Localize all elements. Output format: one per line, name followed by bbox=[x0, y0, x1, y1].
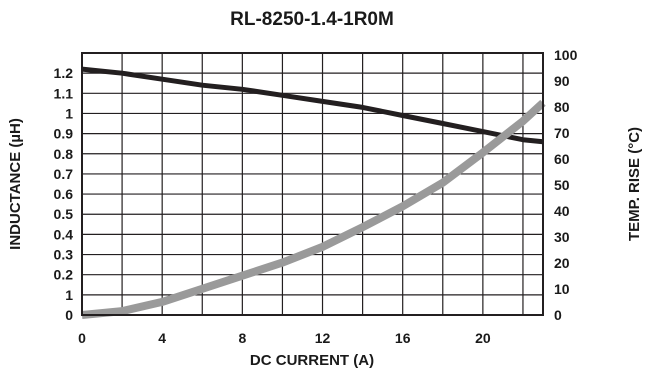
left-tick-label: 1 bbox=[65, 105, 73, 121]
inductance-series-line bbox=[81, 66, 544, 145]
right-tick-label: 20 bbox=[554, 255, 570, 271]
right-axis-label: TEMP. RISE (°C) bbox=[626, 127, 643, 241]
left-tick-label: 0.8 bbox=[54, 146, 74, 162]
x-tick-label: 0 bbox=[78, 330, 86, 346]
right-axis-ticks: 0 10 20 30 40 50 60 70 80 90 100 bbox=[554, 47, 578, 323]
left-tick-label: 0.6 bbox=[54, 186, 74, 202]
chart-title: RL-8250-1.4-1R0M bbox=[230, 9, 394, 30]
plot-frame bbox=[81, 52, 544, 316]
left-tick-label: 0.3 bbox=[54, 247, 74, 263]
left-tick-label: 1 bbox=[65, 287, 73, 303]
right-tick-label: 30 bbox=[554, 229, 570, 245]
left-axis-ticks: 0 1 0.2 0.3 0.4 0.5 0.6 0.7 0.8 0.9 1 1.1 1.2 bbox=[54, 65, 74, 323]
plot-grid bbox=[82, 53, 543, 315]
left-tick-label: 1.2 bbox=[54, 65, 74, 81]
right-tick-label: 60 bbox=[554, 151, 570, 167]
right-tick-label: 40 bbox=[554, 203, 570, 219]
right-tick-label: 100 bbox=[554, 47, 578, 63]
x-axis-label: DC CURRENT (A) bbox=[250, 352, 374, 369]
left-tick-label: 1.1 bbox=[54, 85, 74, 101]
series-layer bbox=[81, 66, 546, 319]
left-tick-label: 0.2 bbox=[54, 267, 74, 283]
x-axis-ticks: 0 4 8 12 16 20 bbox=[78, 330, 491, 346]
right-tick-label: 80 bbox=[554, 99, 570, 115]
left-tick-label: 0.9 bbox=[54, 126, 74, 142]
right-tick-label: 50 bbox=[554, 177, 570, 193]
right-tick-label: 70 bbox=[554, 125, 570, 141]
left-tick-label: 0 bbox=[65, 307, 73, 323]
left-tick-label: 0.5 bbox=[54, 206, 74, 222]
left-axis-label: INDUCTANCE (µH) bbox=[7, 118, 24, 250]
right-tick-label: 0 bbox=[554, 307, 562, 323]
x-tick-label: 4 bbox=[158, 330, 166, 346]
left-tick-label: 0.4 bbox=[54, 226, 74, 242]
temp-rise-series-line bbox=[81, 99, 546, 319]
x-tick-label: 12 bbox=[315, 330, 331, 346]
right-tick-label: 90 bbox=[554, 73, 570, 89]
x-tick-label: 20 bbox=[475, 330, 491, 346]
x-tick-label: 16 bbox=[395, 330, 411, 346]
left-tick-label: 0.7 bbox=[54, 166, 74, 182]
x-tick-label: 8 bbox=[238, 330, 246, 346]
right-tick-label: 10 bbox=[554, 281, 570, 297]
